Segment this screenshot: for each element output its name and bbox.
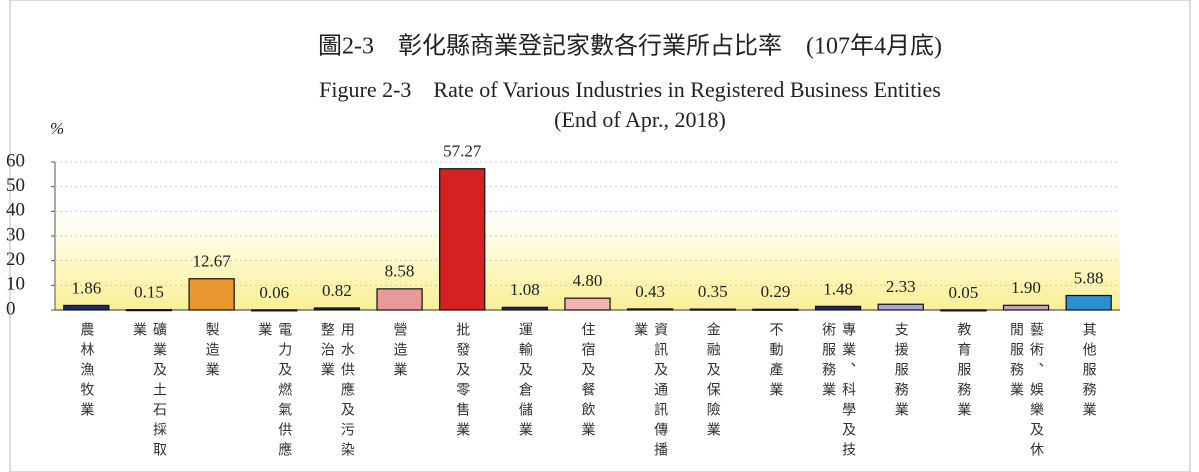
x-tick-label: 金融及保險業 xyxy=(704,322,721,442)
bar xyxy=(689,308,736,311)
data-label: 0.82 xyxy=(322,281,352,300)
data-label: 2.33 xyxy=(886,277,916,296)
bar xyxy=(251,309,298,312)
y-tick-label: 40 xyxy=(6,200,25,221)
x-tick-label: 專業、科學及技術服務業 xyxy=(820,322,857,462)
data-label: 1.90 xyxy=(1011,278,1041,297)
data-label: 0.15 xyxy=(134,283,164,302)
data-label: 1.48 xyxy=(823,279,853,298)
bar xyxy=(125,309,173,312)
bar xyxy=(439,168,486,311)
y-tick-label: 0 xyxy=(6,298,16,319)
bar xyxy=(188,278,235,311)
x-tick-label: 批發及零售業 xyxy=(454,322,471,442)
x-tick-label: 礦業及土石採取業 xyxy=(130,322,167,462)
x-tick-label: 住宿及餐飲業 xyxy=(579,322,596,442)
data-label: 0.35 xyxy=(698,282,728,301)
data-label: 57.27 xyxy=(443,142,482,161)
data-label: 1.08 xyxy=(510,280,540,299)
chart-subtitle: Figure 2-3 Rate of Various Industries in… xyxy=(319,77,941,102)
bar xyxy=(940,309,987,312)
bar xyxy=(626,308,674,311)
data-label: 0.29 xyxy=(761,282,791,301)
data-label: 0.05 xyxy=(949,283,979,302)
data-label: 5.88 xyxy=(1074,268,1104,287)
x-tick-label: 支援服務業 xyxy=(892,322,909,422)
bar xyxy=(877,303,924,311)
y-tick-label: 30 xyxy=(6,224,25,245)
frame xyxy=(9,0,1191,472)
bar xyxy=(1002,304,1050,311)
data-label: 1.86 xyxy=(71,278,101,297)
x-tick-label: 其他服務業 xyxy=(1080,322,1097,422)
x-tick-label: 農林漁牧業 xyxy=(78,322,95,422)
data-label: 8.58 xyxy=(385,262,415,281)
bar xyxy=(1065,294,1112,311)
bar xyxy=(63,304,110,311)
x-tick-label: 製造業 xyxy=(203,322,220,382)
y-tick-label: 60 xyxy=(6,150,25,171)
chart-title: 圖2-3 彰化縣商業登記家數各行業所占比率 (107年4月底) xyxy=(318,33,942,60)
bar xyxy=(376,288,423,311)
bar xyxy=(564,297,611,311)
x-tick-label: 運輸及倉儲業 xyxy=(516,322,533,442)
data-label: 4.80 xyxy=(573,271,603,290)
data-label: 0.06 xyxy=(259,283,289,302)
x-tick-label: 資訊及通訊傳播業 xyxy=(632,322,669,462)
y-tick-label: 20 xyxy=(6,249,25,270)
bar xyxy=(313,307,361,311)
x-tick-label: 教育服務業 xyxy=(955,322,972,422)
data-label: 12.67 xyxy=(192,252,231,271)
bar xyxy=(814,305,862,311)
x-tick-label: 用水供應及污染整治業 xyxy=(318,322,355,462)
data-label: 0.43 xyxy=(635,282,665,301)
bar xyxy=(501,306,549,311)
chart-subtitle: (End of Apr., 2018) xyxy=(554,107,726,132)
x-tick-label: 營造業 xyxy=(391,322,408,382)
x-tick-label: 藝術、娛樂及休閒服務業 xyxy=(1008,322,1045,462)
x-tick-label: 電力及燃氣供應業 xyxy=(256,322,293,462)
y-axis-label: % xyxy=(50,119,64,138)
y-tick-label: 10 xyxy=(6,274,25,295)
bar xyxy=(752,308,799,311)
x-tick-label: 不動產業 xyxy=(767,322,784,402)
y-tick-label: 50 xyxy=(6,175,25,196)
